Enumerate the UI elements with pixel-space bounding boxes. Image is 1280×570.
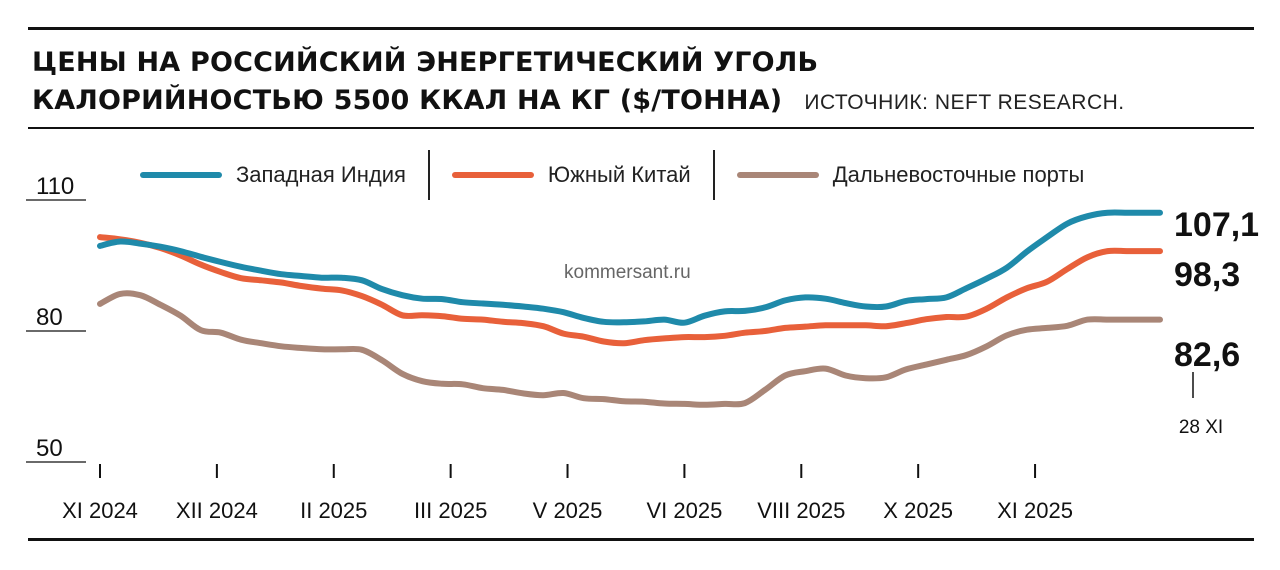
- chart-title-line-2: КАЛОРИЙНОСТЬЮ 5500 ККАЛ НА КГ ($/ТОННА) И…: [32, 82, 1125, 122]
- x-tick-label: XI 2024: [62, 498, 138, 523]
- y-axis: 110 80 50: [26, 173, 86, 463]
- top-rule: [28, 27, 1254, 30]
- legend-separator: [712, 150, 715, 200]
- y-tick-label: 80: [36, 304, 63, 331]
- series-line-western-india: [97, 209, 1163, 326]
- y-tick-label: 50: [36, 435, 63, 462]
- end-labels: 107,1 98,3 82,6 28 XI: [1174, 206, 1259, 438]
- series-line-far-east-ports: [97, 290, 1163, 408]
- x-tick-label: VI 2025: [646, 498, 722, 523]
- x-tick-label: II 2025: [300, 498, 367, 523]
- x-tick-label: XI 2025: [997, 498, 1073, 523]
- legend-label-far-east-ports: Дальневосточные порты: [832, 162, 1085, 187]
- watermark: kommersant.ru: [564, 262, 691, 283]
- x-tick-label: V 2025: [533, 498, 603, 523]
- series-lines: [97, 209, 1163, 408]
- bottom-rule: [28, 538, 1254, 541]
- x-tick-label: X 2025: [883, 498, 953, 523]
- x-axis: XI 2024 XII 2024 II 2025 III 2025 V 2025 VI 2…: [62, 464, 1073, 523]
- y-tick-label: 110: [36, 173, 74, 200]
- legend-item-far-east-ports: Дальневосточные порты: [736, 162, 1085, 188]
- chart-title-line-2-text: КАЛОРИЙНОСТЬЮ 5500 ККАЛ НА КГ ($/ТОННА): [32, 85, 783, 116]
- legend-item-south-china: Южный Китай: [451, 162, 691, 188]
- end-label-far-east-ports: 82,6: [1174, 336, 1240, 374]
- legend-label-western-india: Западная Индия: [236, 162, 406, 187]
- end-label-western-india: 107,1: [1174, 206, 1259, 244]
- header-divider: [28, 127, 1254, 129]
- legend-swatch-far-east-ports: [736, 172, 819, 178]
- legend-separator: [427, 150, 430, 200]
- date-annotation: 28 XI: [1179, 417, 1223, 438]
- x-tick-label: III 2025: [414, 498, 487, 523]
- end-label-south-china: 98,3: [1174, 256, 1240, 294]
- legend-swatch-western-india: [140, 172, 222, 178]
- legend-label-south-china: Южный Китай: [547, 162, 691, 187]
- chart-title: ЦЕНЫ НА РОССИЙСКИЙ ЭНЕРГЕТИЧЕСКИЙ УГОЛЬ …: [32, 44, 1125, 122]
- chart-title-line-1: ЦЕНЫ НА РОССИЙСКИЙ ЭНЕРГЕТИЧЕСКИЙ УГОЛЬ: [32, 47, 819, 78]
- x-tick-label: VIII 2025: [757, 498, 845, 523]
- x-tick-label: XII 2024: [176, 498, 258, 523]
- legend-item-western-india: Западная Индия: [140, 162, 406, 188]
- legend: Западная Индия Южный Китай Дальневосточн…: [140, 150, 1084, 200]
- legend-swatch-south-china: [451, 172, 534, 178]
- series-line-south-china: [97, 234, 1163, 347]
- source-note: ИСТОЧНИК: NEFT RESEARCH.: [804, 91, 1125, 114]
